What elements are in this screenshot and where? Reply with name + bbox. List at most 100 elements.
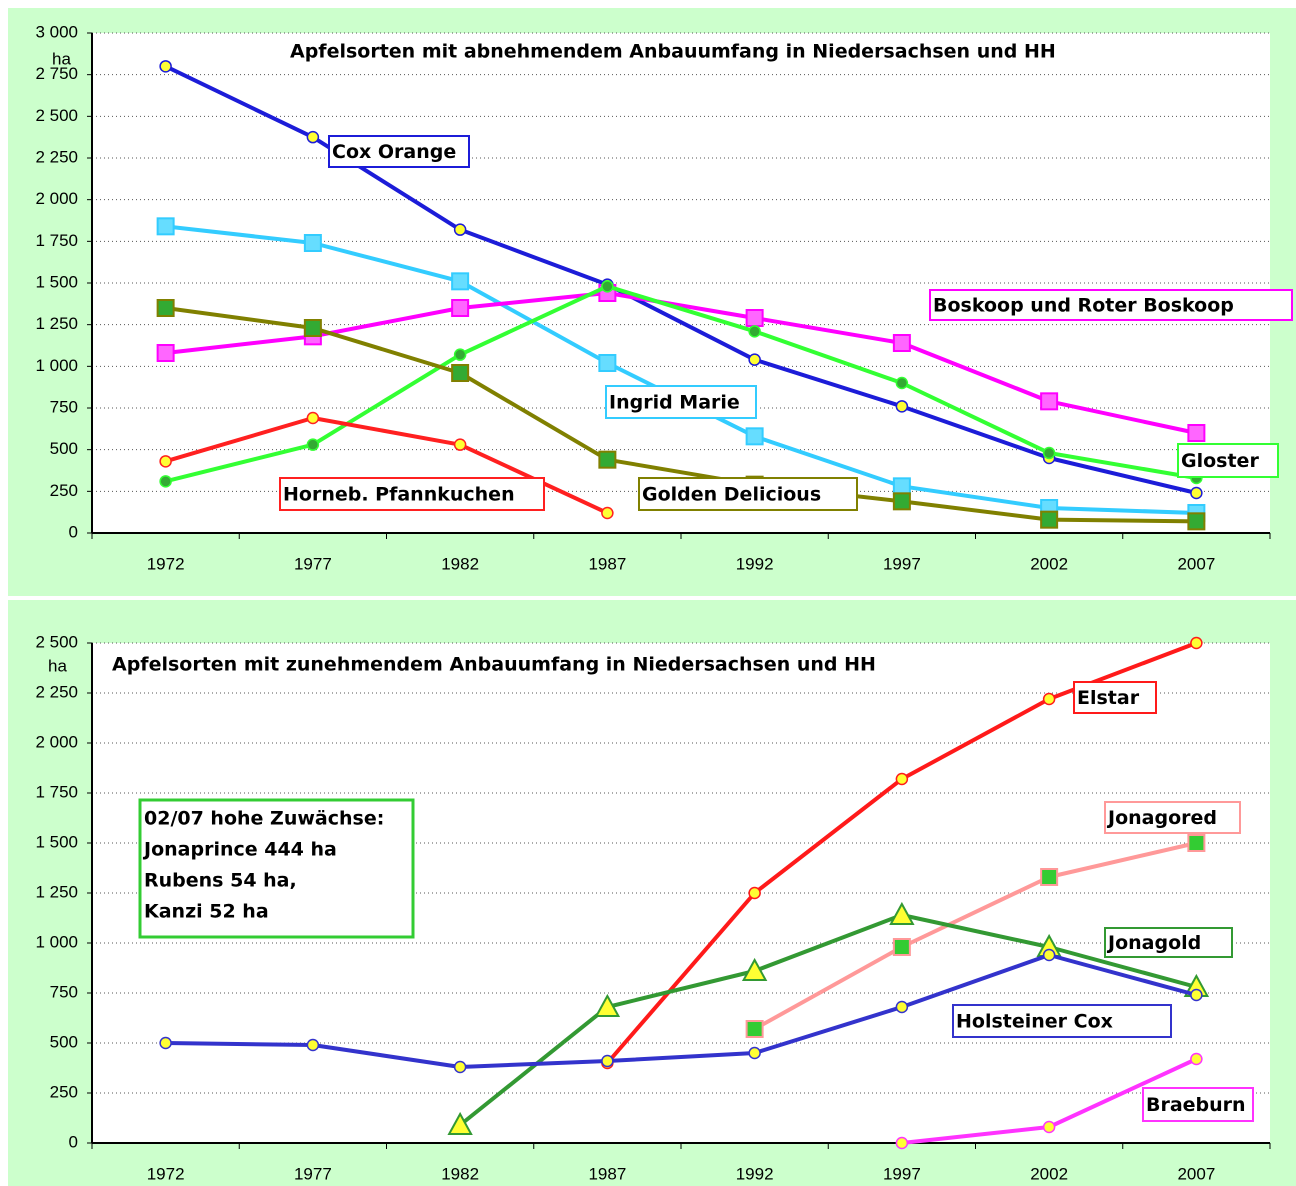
point — [1190, 1052, 1203, 1066]
y-tick-label: 1 750 — [35, 782, 78, 801]
series-label: Braeburn — [1146, 1094, 1246, 1116]
y-tick-label: 1 250 — [35, 314, 78, 333]
point — [598, 450, 617, 469]
y-tick-label: 1 750 — [35, 231, 78, 250]
point — [159, 455, 172, 468]
x-tick-label: 2007 — [1177, 554, 1215, 573]
series-label: Boskoop und Roter Boskoop — [933, 295, 1234, 317]
x-tick-label: 1982 — [441, 554, 479, 573]
annotation: Rubens 54 ha, — [144, 870, 297, 892]
point — [306, 1038, 320, 1052]
point — [447, 1111, 473, 1135]
y-tick-label: 2 500 — [35, 106, 78, 125]
point — [745, 309, 764, 327]
x-tick-label: 2007 — [1177, 1164, 1215, 1183]
x-tick-label: 2002 — [1030, 1164, 1068, 1183]
series-line — [165, 953, 1197, 1069]
y-tick-label: 1 500 — [35, 832, 78, 851]
point — [1190, 486, 1203, 500]
series-label-box — [605, 385, 757, 419]
point — [741, 957, 768, 981]
x-tick-label: 1992 — [736, 1164, 774, 1183]
series-label: Cox Orange — [332, 141, 456, 163]
point — [306, 438, 320, 451]
point — [303, 319, 322, 337]
point — [895, 400, 909, 413]
y-tick-label: 750 — [50, 397, 78, 416]
point — [601, 1054, 614, 1068]
point — [892, 492, 911, 511]
series-label: Holsteiner Cox — [956, 1011, 1113, 1033]
series-label: Elstar — [1077, 687, 1140, 709]
x-tick-label: 1972 — [147, 1164, 185, 1183]
point — [451, 299, 470, 317]
point — [453, 348, 467, 361]
series-line — [165, 306, 1197, 524]
point — [453, 223, 467, 236]
point — [156, 217, 175, 236]
y-tick-label: 2 750 — [35, 64, 78, 83]
series-label: Jonagold — [1106, 932, 1201, 954]
point — [895, 1000, 909, 1014]
series-label-box — [1142, 1087, 1254, 1122]
point — [156, 344, 175, 362]
series-label: Jonagored — [1106, 807, 1217, 829]
series-label-box — [638, 477, 858, 511]
point — [601, 280, 614, 293]
series-line — [753, 841, 1197, 1031]
y-tick-label: 750 — [50, 982, 78, 1001]
point — [453, 438, 467, 451]
annotation: Kanzi 52 ha — [144, 901, 269, 923]
point — [159, 60, 172, 73]
y-tick-label: 2 250 — [35, 682, 78, 701]
point — [895, 376, 909, 390]
x-tick-label: 1972 — [147, 554, 185, 573]
series-label-box — [1177, 443, 1279, 478]
series-label-box — [279, 477, 545, 511]
point — [1190, 988, 1203, 1002]
point — [159, 1036, 172, 1050]
x-tick-label: 1987 — [588, 554, 626, 573]
point — [748, 325, 761, 338]
annotation-box — [138, 798, 415, 939]
point — [159, 475, 172, 488]
point — [306, 411, 320, 425]
series-line — [165, 291, 1197, 435]
point — [1042, 446, 1056, 460]
y-tick-label: 1 000 — [35, 932, 78, 951]
y-tick-label: 500 — [50, 1032, 78, 1051]
series-label-box — [1104, 927, 1233, 958]
y-unit: ha — [52, 49, 71, 68]
x-tick-label: 1977 — [294, 1164, 332, 1183]
series-line — [458, 913, 1197, 1127]
point — [601, 506, 614, 520]
series-label: Horneb. Pfannkuchen — [283, 484, 515, 506]
point — [1187, 512, 1206, 531]
x-tick-label: 1992 — [736, 554, 774, 573]
point — [1187, 834, 1206, 852]
series-label-box — [1104, 801, 1241, 834]
y-tick-label: 1 000 — [35, 356, 78, 375]
chart-title: Apfelsorten mit abnehmendem Anbauumfang … — [290, 41, 1056, 63]
point — [895, 1136, 909, 1150]
series-label-box — [929, 289, 1293, 321]
y-tick-label: 3 000 — [35, 22, 78, 41]
point — [745, 427, 764, 446]
point — [303, 234, 322, 252]
point — [1190, 636, 1203, 650]
x-tick-label: 1977 — [294, 554, 332, 573]
point — [1187, 424, 1206, 442]
y-tick-label: 250 — [50, 481, 78, 500]
y-tick-label: 2 500 — [35, 632, 78, 651]
point — [748, 1046, 761, 1060]
series-label-box — [1073, 681, 1157, 714]
point — [895, 772, 909, 786]
point — [451, 272, 470, 291]
point — [306, 130, 320, 144]
point — [1040, 510, 1059, 529]
series-label: Ingrid Marie — [609, 392, 740, 414]
y-tick-label: 2 250 — [35, 147, 78, 166]
y-tick-label: 500 — [50, 439, 78, 458]
point — [892, 938, 911, 956]
